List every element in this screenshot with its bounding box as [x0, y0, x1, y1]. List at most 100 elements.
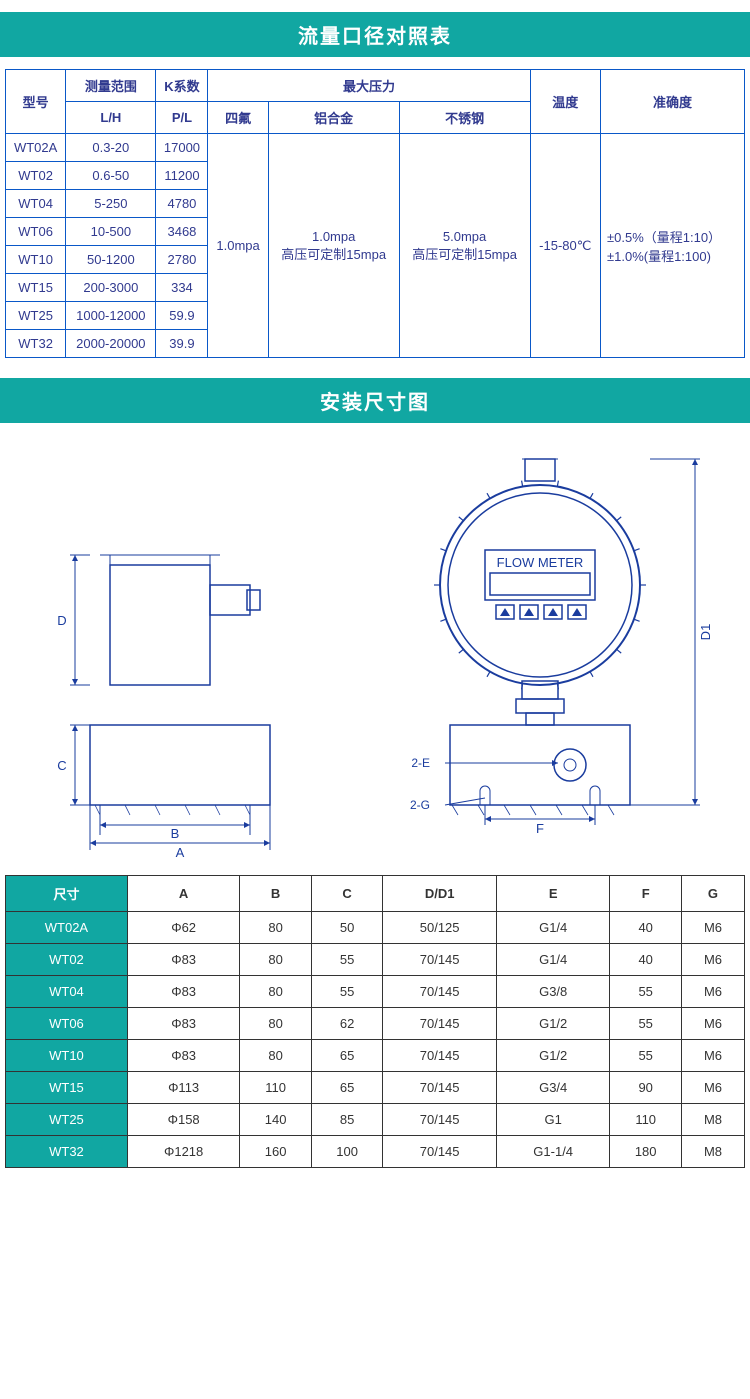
t2-rowlabel: WT02A	[6, 912, 128, 944]
t2-cell: Φ62	[127, 912, 239, 944]
t2-rowlabel: WT10	[6, 1040, 128, 1072]
t2-cell: M6	[681, 1040, 744, 1072]
section-title-flow-table: 流量口径对照表	[0, 12, 750, 57]
t1-h-k-group: K系数	[156, 70, 208, 102]
t2-cell: 70/145	[383, 1040, 497, 1072]
t2-cell: Φ83	[127, 1008, 239, 1040]
t1-model: WT25	[6, 302, 66, 330]
t2-row: WT15Φ1131106570/145G3/490M6	[6, 1072, 745, 1104]
t2-cell: G1/2	[496, 1040, 610, 1072]
t2-cell: 40	[610, 944, 682, 976]
t2-cell: M8	[681, 1104, 744, 1136]
t1-range: 1000-12000	[66, 302, 156, 330]
t1-h-pressure-group: 最大压力	[208, 70, 530, 102]
t1-k: 59.9	[156, 302, 208, 330]
t2-header: 尺寸	[6, 876, 128, 912]
svg-text:F: F	[536, 821, 544, 836]
t2-cell: G1/4	[496, 944, 610, 976]
t1-h-range-unit: L/H	[66, 102, 156, 134]
t2-rowlabel: WT15	[6, 1072, 128, 1104]
t1-range: 5-250	[66, 190, 156, 218]
t2-cell: 70/145	[383, 1072, 497, 1104]
t2-header: B	[240, 876, 312, 912]
t1-k: 39.9	[156, 330, 208, 358]
t2-cell: 50/125	[383, 912, 497, 944]
t2-row: WT02AΦ62805050/125G1/440M6	[6, 912, 745, 944]
t2-cell: Φ1218	[127, 1136, 239, 1168]
t1-h-range-group: 测量范围	[66, 70, 156, 102]
t2-cell: M6	[681, 944, 744, 976]
t1-range: 10-500	[66, 218, 156, 246]
t1-h-p3: 不锈钢	[399, 102, 530, 134]
t1-model: WT10	[6, 246, 66, 274]
t2-cell: Φ83	[127, 944, 239, 976]
t2-cell: 70/145	[383, 1008, 497, 1040]
t2-row: WT25Φ1581408570/145G1110M8	[6, 1104, 745, 1136]
t2-row: WT32Φ121816010070/145G1-1/4180M8	[6, 1136, 745, 1168]
t1-row: WT02A0.3-20170001.0mpa1.0mpa高压可定制15mpa5.…	[6, 134, 745, 162]
svg-text:D1: D1	[698, 624, 713, 641]
t2-cell: M6	[681, 1072, 744, 1104]
t1-k: 4780	[156, 190, 208, 218]
t1-k: 334	[156, 274, 208, 302]
t2-cell: Φ83	[127, 976, 239, 1008]
t2-cell: 180	[610, 1136, 682, 1168]
t2-cell: 140	[240, 1104, 312, 1136]
t2-cell: 70/145	[383, 976, 497, 1008]
t1-range: 0.6-50	[66, 162, 156, 190]
t2-rowlabel: WT04	[6, 976, 128, 1008]
svg-text:A: A	[176, 845, 185, 860]
t1-k: 17000	[156, 134, 208, 162]
t2-cell: 100	[311, 1136, 383, 1168]
t2-rowlabel: WT06	[6, 1008, 128, 1040]
t2-cell: Φ158	[127, 1104, 239, 1136]
t1-model: WT32	[6, 330, 66, 358]
t1-k: 3468	[156, 218, 208, 246]
t2-cell: 80	[240, 944, 312, 976]
t2-cell: 70/145	[383, 1136, 497, 1168]
t2-cell: G1/2	[496, 1008, 610, 1040]
t2-cell: 50	[311, 912, 383, 944]
t2-row: WT04Φ83805570/145G3/855M6	[6, 976, 745, 1008]
t1-h-accuracy: 准确度	[600, 70, 744, 134]
t1-h-p1: 四氟	[208, 102, 268, 134]
t2-cell: 55	[610, 1008, 682, 1040]
t2-cell: 70/145	[383, 1104, 497, 1136]
t1-p3: 5.0mpa高压可定制15mpa	[399, 134, 530, 358]
svg-text:FLOW METER: FLOW METER	[497, 555, 584, 570]
t2-cell: 80	[240, 976, 312, 1008]
t2-cell: M6	[681, 1008, 744, 1040]
t2-cell: 80	[240, 1040, 312, 1072]
t1-acc: ±0.5%（量程1:10）±1.0%(量程1:100)	[600, 134, 744, 358]
section-title-dimensions: 安装尺寸图	[0, 378, 750, 423]
t2-cell: Φ113	[127, 1072, 239, 1104]
t2-header: F	[610, 876, 682, 912]
t1-range: 50-1200	[66, 246, 156, 274]
t2-cell: 62	[311, 1008, 383, 1040]
t2-cell: G3/4	[496, 1072, 610, 1104]
t2-header: C	[311, 876, 383, 912]
t2-cell: Φ83	[127, 1040, 239, 1072]
t2-cell: 55	[610, 1040, 682, 1072]
t1-temp: -15-80℃	[530, 134, 600, 358]
t2-cell: 55	[311, 944, 383, 976]
t2-cell: 55	[610, 976, 682, 1008]
svg-text:D: D	[57, 613, 66, 628]
t1-model: WT02A	[6, 134, 66, 162]
t1-h-k-unit: P/L	[156, 102, 208, 134]
flow-spec-table: 型号 测量范围 K系数 最大压力 温度 准确度 L/H P/L 四氟 铝合金 不…	[5, 69, 745, 358]
t2-cell: M8	[681, 1136, 744, 1168]
t2-cell: G3/8	[496, 976, 610, 1008]
t2-cell: 110	[240, 1072, 312, 1104]
t1-model: WT04	[6, 190, 66, 218]
svg-text:2-E: 2-E	[411, 756, 430, 770]
t2-cell: M6	[681, 976, 744, 1008]
t2-rowlabel: WT02	[6, 944, 128, 976]
t1-model: WT15	[6, 274, 66, 302]
t1-k: 2780	[156, 246, 208, 274]
t2-row: WT06Φ83806270/145G1/255M6	[6, 1008, 745, 1040]
t1-k: 11200	[156, 162, 208, 190]
t2-header: E	[496, 876, 610, 912]
t2-cell: G1	[496, 1104, 610, 1136]
t2-cell: M6	[681, 912, 744, 944]
